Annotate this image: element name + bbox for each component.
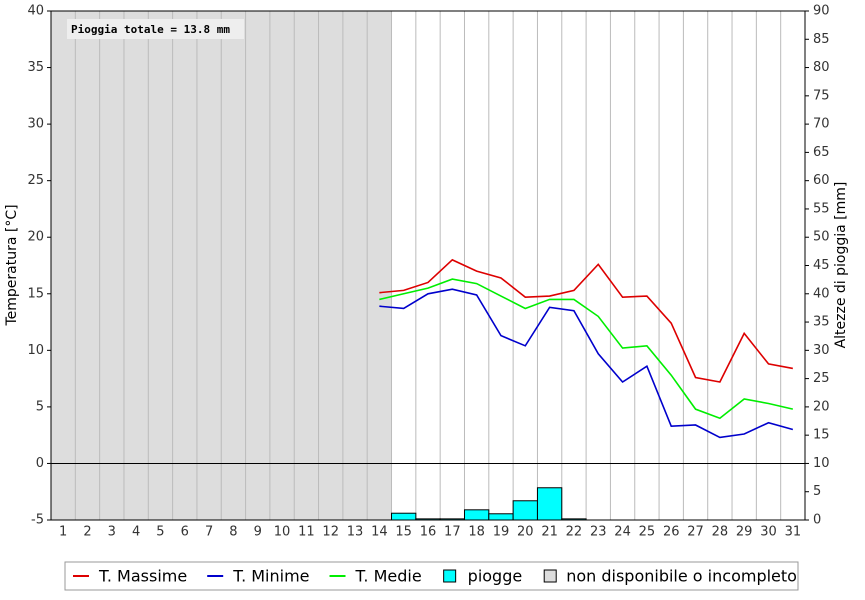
x-tick-label: 26 (663, 525, 680, 540)
line (379, 258, 793, 383)
legend-label: T. Massime (98, 567, 187, 586)
x-tick-label: 8 (229, 525, 237, 540)
y2-tick-label: 75 (813, 88, 830, 103)
y2-tick-label: 15 (813, 428, 830, 443)
x-tick-label: 16 (420, 525, 437, 540)
x-tick-label: 17 (444, 525, 461, 540)
y-tick-label: 30 (27, 117, 44, 132)
x-tick-label: 6 (181, 525, 189, 540)
y-tick-label: 10 (27, 343, 44, 358)
x-tick-label: 1 (59, 525, 67, 540)
rain-bar (488, 513, 514, 521)
x-tick-label: 4 (132, 525, 140, 540)
x-tick-label: 5 (156, 525, 164, 540)
y-tick-label: 40 (27, 4, 44, 19)
y2-tick-label: 55 (813, 201, 830, 216)
x-tick-label: 18 (468, 525, 485, 540)
legend-label: T. Medie (355, 567, 422, 586)
y2-tick-label: 65 (813, 145, 830, 160)
x-tick-label: 29 (736, 525, 753, 540)
plot-area (50, 10, 806, 521)
x-tick-label: 22 (566, 525, 583, 540)
x-tick-label: 27 (687, 525, 704, 540)
x-tick-label: 13 (347, 525, 364, 540)
y2-tick-label: 80 (813, 60, 830, 75)
rain-bar (512, 500, 538, 521)
x-tick-label: 2 (83, 525, 91, 540)
x-tick-label: 14 (371, 525, 388, 540)
x-tick-label: 20 (517, 525, 534, 540)
y2-tick-label: 25 (813, 371, 830, 386)
x-tick-label: 7 (205, 525, 213, 540)
y2-tick-label: 20 (813, 399, 830, 414)
y2-tick-label: 40 (813, 286, 830, 301)
y2-tick-label: 90 (813, 4, 830, 19)
legend-swatch (543, 569, 557, 583)
y2-tick-label: 5 (813, 484, 821, 499)
x-tick-label: 25 (639, 525, 656, 540)
y-tick-label: 25 (27, 173, 44, 188)
x-tick-label: 9 (254, 525, 262, 540)
y2-tick-label: 70 (813, 117, 830, 132)
y-tick-label: 20 (27, 230, 44, 245)
x-tick-label: 28 (712, 525, 729, 540)
x-tick-label: 12 (322, 525, 339, 540)
y-tick-label: 15 (27, 286, 44, 301)
y2-tick-label: 60 (813, 173, 830, 188)
x-tick-label: 19 (493, 525, 510, 540)
x-tick-label: 3 (108, 525, 116, 540)
y-tick-label: 0 (36, 456, 44, 471)
y2-tick-label: 45 (813, 258, 830, 273)
legend-label: non disponibile o incompleto (566, 567, 797, 586)
y2-axis-label: Altezze di pioggia [mm] (833, 182, 849, 349)
y2-tick-label: 10 (813, 456, 830, 471)
x-tick-label: 31 (785, 525, 802, 540)
x-tick-label: 11 (298, 525, 315, 540)
y2-tick-label: 0 (813, 513, 821, 528)
y2-tick-label: 35 (813, 315, 830, 330)
x-tick-label: 15 (395, 525, 412, 540)
legend (64, 561, 799, 591)
legend-label: T. Minime (232, 567, 309, 586)
y-axis-label: Temperatura [°C] (4, 204, 20, 326)
y-tick-label: 35 (27, 60, 44, 75)
y2-tick-label: 50 (813, 230, 830, 245)
y2-tick-label: 85 (813, 32, 830, 47)
y-tick-label: -5 (31, 513, 44, 528)
x-tick-label: 24 (614, 525, 631, 540)
annotation: Pioggia totale = 13.8 mm (71, 23, 230, 36)
y2-tick-label: 30 (813, 343, 830, 358)
rain-bar (463, 509, 490, 521)
line (379, 288, 794, 439)
annotation-box (67, 19, 244, 39)
x-tick-label: 21 (541, 525, 558, 540)
rain-bar (536, 487, 563, 521)
x-tick-label: 30 (760, 525, 777, 540)
line (379, 278, 794, 420)
legend-label: piogge (468, 567, 523, 586)
y-tick-label: 5 (36, 399, 44, 414)
legend-swatch (443, 569, 457, 583)
rain-bar (391, 512, 417, 521)
x-tick-label: 23 (590, 525, 607, 540)
x-tick-label: 10 (274, 525, 291, 540)
